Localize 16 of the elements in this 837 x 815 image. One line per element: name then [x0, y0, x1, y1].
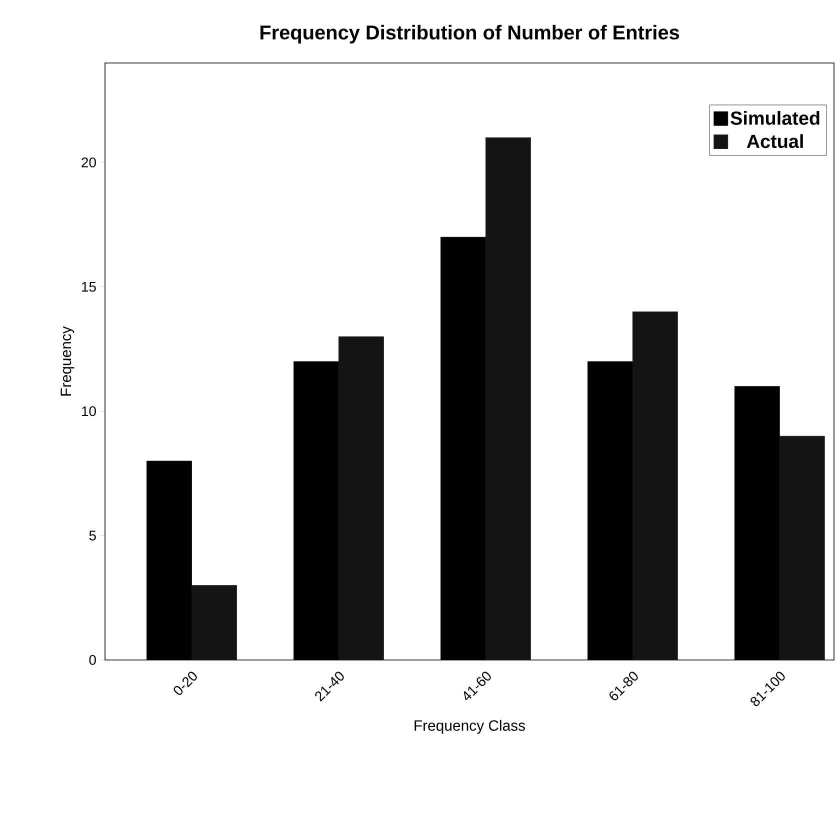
bar: [338, 336, 384, 660]
y-axis-title: Frequency: [60, 326, 74, 396]
y-tick-label: 5: [89, 530, 96, 540]
legend-label: Actual: [746, 134, 803, 148]
y-tick-label: 10: [82, 406, 96, 416]
bar: [192, 585, 237, 660]
bar: [632, 312, 678, 660]
y-tick-label: 15: [82, 282, 96, 292]
bar: [485, 137, 531, 660]
x-axis-title: Frequency Class: [414, 720, 525, 734]
x-tick-label: 0-20: [174, 672, 197, 695]
y-tick-label: 20: [82, 158, 96, 168]
y-tick-label: 0: [89, 655, 96, 665]
bar: [779, 436, 825, 660]
chart-title: Frequency Distribution of Number of Entries: [260, 24, 680, 44]
legend-label: Simulated: [730, 110, 820, 125]
